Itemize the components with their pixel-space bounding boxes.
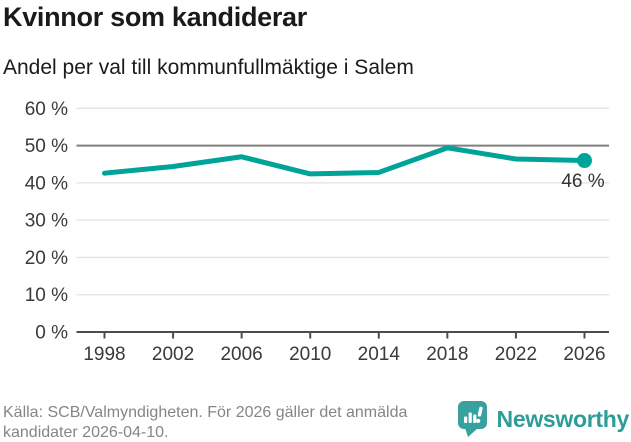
y-axis-label: 30 %: [25, 211, 68, 232]
page-title: Kvinnor som kandiderar: [3, 2, 307, 32]
newsworthy-speech-bubble-bar-chart-icon: [457, 401, 487, 437]
source-note: Källa: SCB/Valmyndigheten. För 2026 gäll…: [3, 404, 408, 441]
x-axis-label: 2026: [563, 344, 605, 365]
x-axis-label: 2022: [495, 344, 537, 365]
x-axis-label: 1998: [83, 344, 125, 365]
chart-line: [102, 145, 587, 177]
chart-end-dot: [576, 153, 592, 169]
x-axis-label: 2010: [289, 344, 331, 365]
newsworthy-logo-text: Newsworthy: [496, 405, 630, 432]
line-chart: 0 % 10 % 20 % 30 % 40 % 50 % 60 % 1998 2002 2006 2…: [25, 99, 609, 365]
y-axis-label: 40 %: [25, 173, 68, 194]
x-axis-label: 2002: [152, 344, 194, 365]
x-axis-label: 2018: [426, 344, 468, 365]
end-value-label: 46 %: [561, 171, 604, 192]
x-axis-label: 2006: [220, 344, 262, 365]
y-axis-label: 50 %: [25, 136, 68, 157]
y-axis-label: 0 %: [35, 323, 68, 344]
y-axis-label: 60 %: [25, 99, 68, 120]
chart-subtitle: Andel per val till kommunfullmäktige i S…: [3, 56, 414, 79]
x-axis-label: 2014: [358, 344, 401, 365]
y-axis-label: 20 %: [25, 248, 68, 269]
y-axis-label: 10 %: [25, 285, 68, 306]
newsworthy-logo: Newsworthy: [457, 400, 629, 438]
